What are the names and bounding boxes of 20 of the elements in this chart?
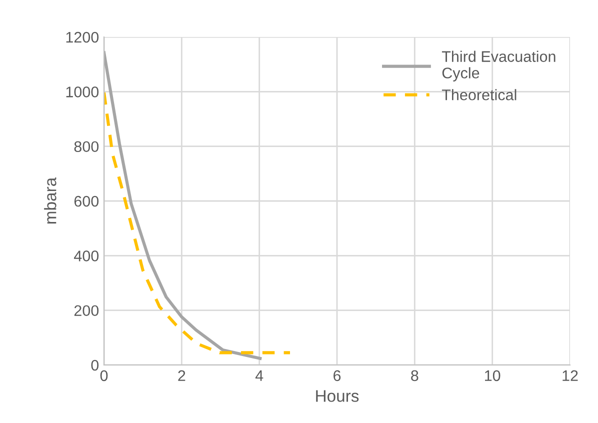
x-axis-title: Hours — [316, 390, 359, 402]
legend-label: Third Evacuation Cycle — [442, 50, 556, 82]
x-tick-label: 4 — [255, 370, 264, 381]
x-tick-label: 8 — [411, 370, 418, 382]
x-tick-label: 10 — [485, 370, 500, 382]
x-tick-label: 2 — [178, 370, 186, 381]
y-tick-label: 600 — [74, 196, 99, 207]
y-tick-label: 800 — [74, 141, 99, 152]
line-series — [104, 90, 292, 354]
x-tick-label: 12 — [562, 370, 578, 381]
line-series — [104, 51, 262, 360]
y-axis-title: mbara — [44, 177, 56, 224]
x-tick-label: 6 — [334, 370, 341, 382]
y-tick-label: 200 — [74, 305, 99, 316]
y-tick-label: 0 — [91, 360, 99, 371]
x-tick-label: 0 — [100, 370, 108, 382]
y-tick-label: 400 — [74, 250, 99, 262]
legend-label: Theoretical — [442, 89, 516, 100]
y-tick-label: 1200 — [66, 32, 99, 43]
y-tick-label: 1000 — [66, 86, 99, 98]
